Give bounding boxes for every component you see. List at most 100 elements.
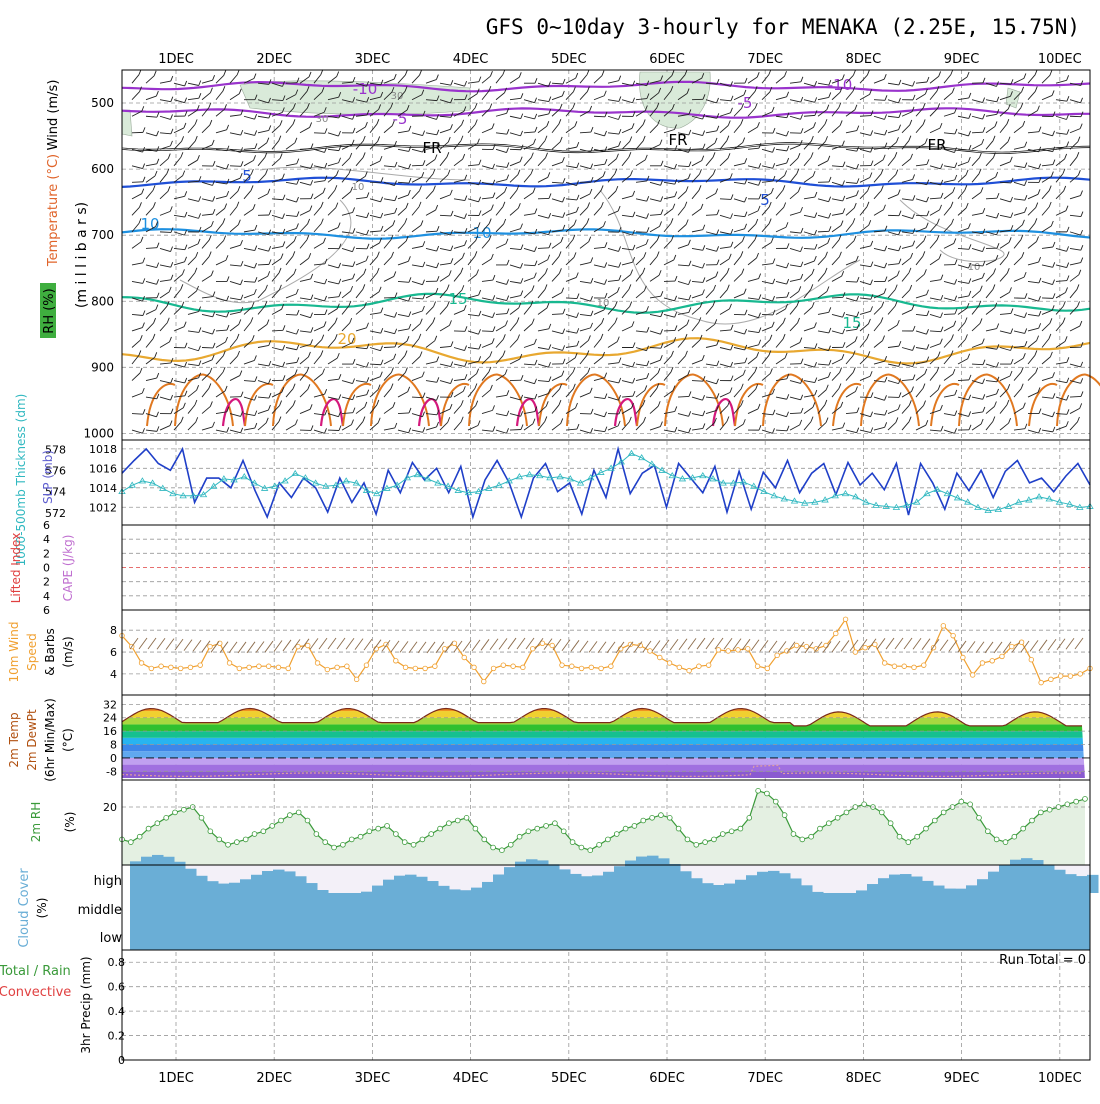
temp-panel-axis-label: 2m DewPt	[25, 709, 39, 771]
rh-marker	[526, 829, 531, 834]
rh-marker	[712, 837, 717, 842]
pressure-tick-label: 500	[91, 96, 114, 110]
precip-convective-label: Convective	[0, 985, 71, 1000]
date-label-bottom: 9DEC	[944, 1071, 980, 1086]
temperature-axis-label: Temperature (°C)	[46, 154, 61, 267]
rh-marker	[173, 810, 178, 815]
wind-speed-marker	[697, 664, 702, 669]
rh-marker	[888, 821, 893, 826]
rh-marker	[181, 807, 186, 812]
cloud-high-bar	[438, 886, 450, 893]
date-label-bottom: 8DEC	[846, 1071, 882, 1086]
rh-marker	[809, 834, 814, 839]
wind-panel-axis-label: & Barbs	[43, 628, 57, 676]
rh-marker	[1021, 826, 1026, 831]
wind-speed-marker	[178, 666, 183, 671]
wind-barb	[510, 430, 521, 431]
slp-tick-label: 1012	[89, 501, 117, 514]
cloud-high-bar	[262, 871, 274, 893]
cloud-high-bar	[999, 865, 1011, 893]
wind-speed-marker	[345, 664, 350, 669]
rh-marker	[323, 840, 328, 845]
cloud-high-bar	[735, 880, 747, 893]
wind-speed-marker	[266, 664, 271, 669]
rh-marker	[729, 829, 734, 834]
rh-marker	[287, 813, 292, 818]
wind-speed-marker	[921, 663, 926, 668]
wind-tick-label: 4	[110, 668, 117, 681]
cloud-high-bar	[592, 875, 604, 893]
wind-speed-marker	[863, 645, 868, 650]
wind-barb	[818, 231, 829, 232]
wind-barb	[1000, 182, 1011, 183]
rh-marker	[1065, 802, 1070, 807]
temp-panel-axis-label: (6hr Min/Max)	[43, 698, 57, 782]
rh-marker	[393, 832, 398, 837]
rh-marker	[720, 832, 725, 837]
pressure-tick-label: 700	[91, 228, 114, 242]
wind-speed-marker	[501, 663, 506, 668]
rh-marker	[332, 845, 337, 850]
cloud-high-bar	[207, 881, 219, 893]
cloud-high-bar	[779, 873, 791, 893]
precip-total-label: Total / Rain	[0, 964, 71, 979]
rh-marker	[579, 845, 584, 850]
cloud-high-bar	[273, 870, 285, 893]
rh-marker	[544, 824, 549, 829]
rh-marker	[977, 815, 982, 820]
rh-marker	[941, 810, 946, 815]
rh-marker	[985, 829, 990, 834]
rh-marker	[773, 799, 778, 804]
rh-patch	[122, 110, 132, 136]
cape-axis-label: CAPE (J/kg)	[61, 535, 75, 602]
wind-speed-marker	[648, 649, 653, 654]
cloud-high-bar	[130, 861, 142, 893]
isotherm-label: 10	[472, 224, 491, 242]
wind-speed-marker	[1078, 672, 1083, 677]
rh-marker	[491, 845, 496, 850]
wind-speed-marker	[716, 648, 721, 653]
rh-marker	[597, 842, 602, 847]
rh-marker	[1038, 810, 1043, 815]
wind-speed-marker	[980, 661, 985, 666]
cloud-high-bar	[702, 883, 714, 893]
cloud-high-bar	[647, 856, 659, 893]
cloud-high-bar	[405, 875, 417, 893]
wind-speed-marker	[726, 649, 731, 654]
wind-speed-marker	[393, 658, 398, 663]
rh-marker	[499, 848, 504, 853]
rh-marker	[756, 788, 761, 793]
wind-speed-marker	[1039, 680, 1044, 685]
wind-barb	[874, 100, 885, 101]
wind-barb	[972, 132, 983, 133]
cloud-high-bar	[856, 890, 868, 893]
cloud-high-bar	[240, 879, 252, 893]
wind-speed-marker	[1068, 674, 1073, 679]
wind-speed-marker	[286, 666, 291, 671]
rh-marker	[252, 832, 257, 837]
rh-marker	[446, 821, 451, 826]
cloud-high-bar	[460, 890, 472, 893]
cloud-high-bar	[603, 872, 615, 893]
cloud-high-bar	[416, 877, 428, 893]
wind-speed-marker	[530, 646, 535, 651]
slp-tick-label: 1014	[89, 482, 117, 495]
temp-tick-label: 16	[103, 725, 117, 738]
rh-marker	[455, 818, 460, 823]
isotherm-label: -10	[828, 76, 853, 94]
rh-marker	[146, 826, 151, 831]
rh-marker	[659, 813, 664, 818]
cloud-high-bar	[372, 886, 384, 893]
cloud-high-bar	[317, 890, 329, 893]
temp-color-band	[122, 765, 1085, 772]
rh-marker	[279, 818, 284, 823]
cloud-high-bar	[955, 889, 967, 893]
cloud-high-bar	[922, 881, 934, 893]
rh-marker	[676, 826, 681, 831]
cloud-high-bar	[680, 871, 692, 893]
cloud-high-bar	[768, 871, 780, 893]
rh-marker	[420, 837, 425, 842]
cloud-high-bar	[812, 892, 824, 893]
rh-marker	[800, 837, 805, 842]
wind-barb	[594, 116, 605, 117]
